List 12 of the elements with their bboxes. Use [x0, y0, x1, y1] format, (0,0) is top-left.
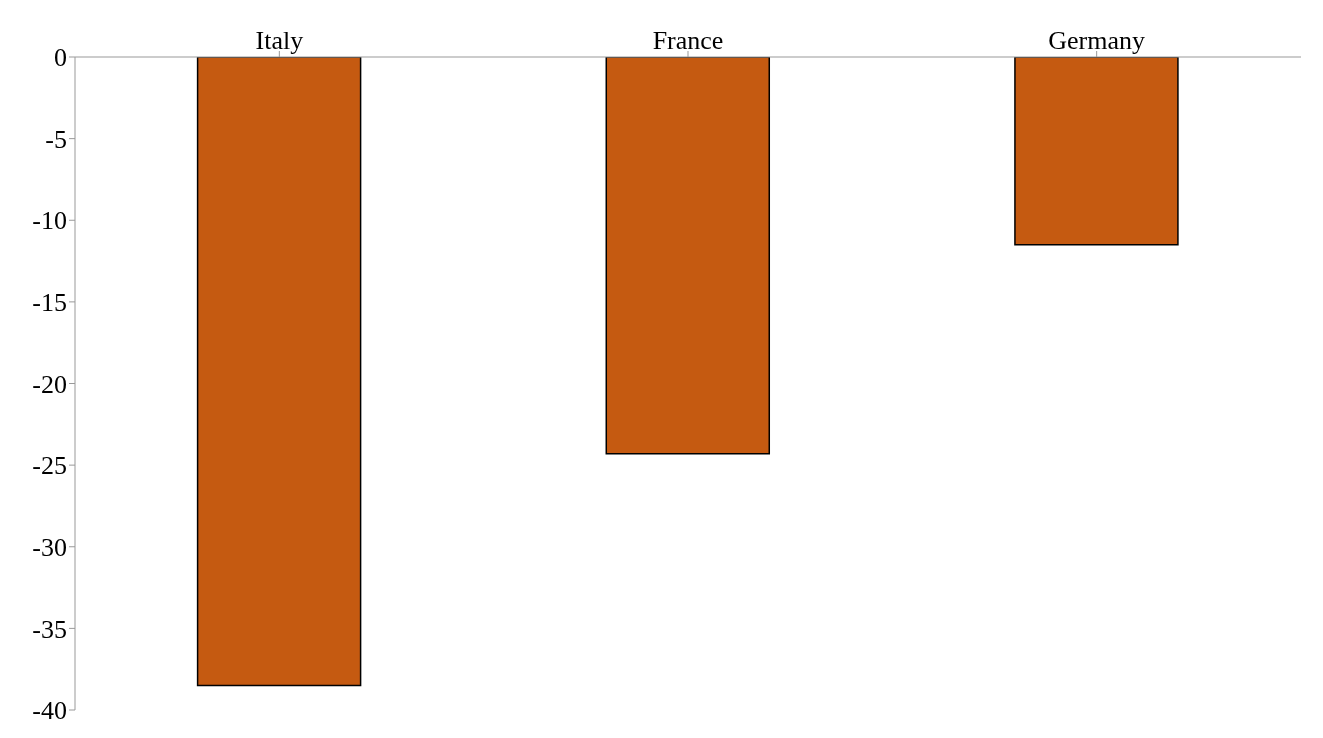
y-tick-label: -10: [32, 206, 67, 236]
y-tick-label: 0: [54, 43, 67, 73]
y-tick-label: -35: [32, 614, 67, 644]
x-tick-label: France: [652, 26, 724, 55]
y-tick-label: -20: [32, 369, 67, 399]
y-tick-label: -40: [32, 696, 67, 726]
y-tick-label: -5: [45, 124, 67, 154]
y-tick-label: -30: [32, 532, 67, 562]
x-tick-label: Germany: [1048, 26, 1146, 55]
y-tick-label: -25: [32, 451, 67, 481]
x-tick-label: Italy: [255, 26, 304, 55]
y-tick-label: -15: [32, 288, 67, 318]
